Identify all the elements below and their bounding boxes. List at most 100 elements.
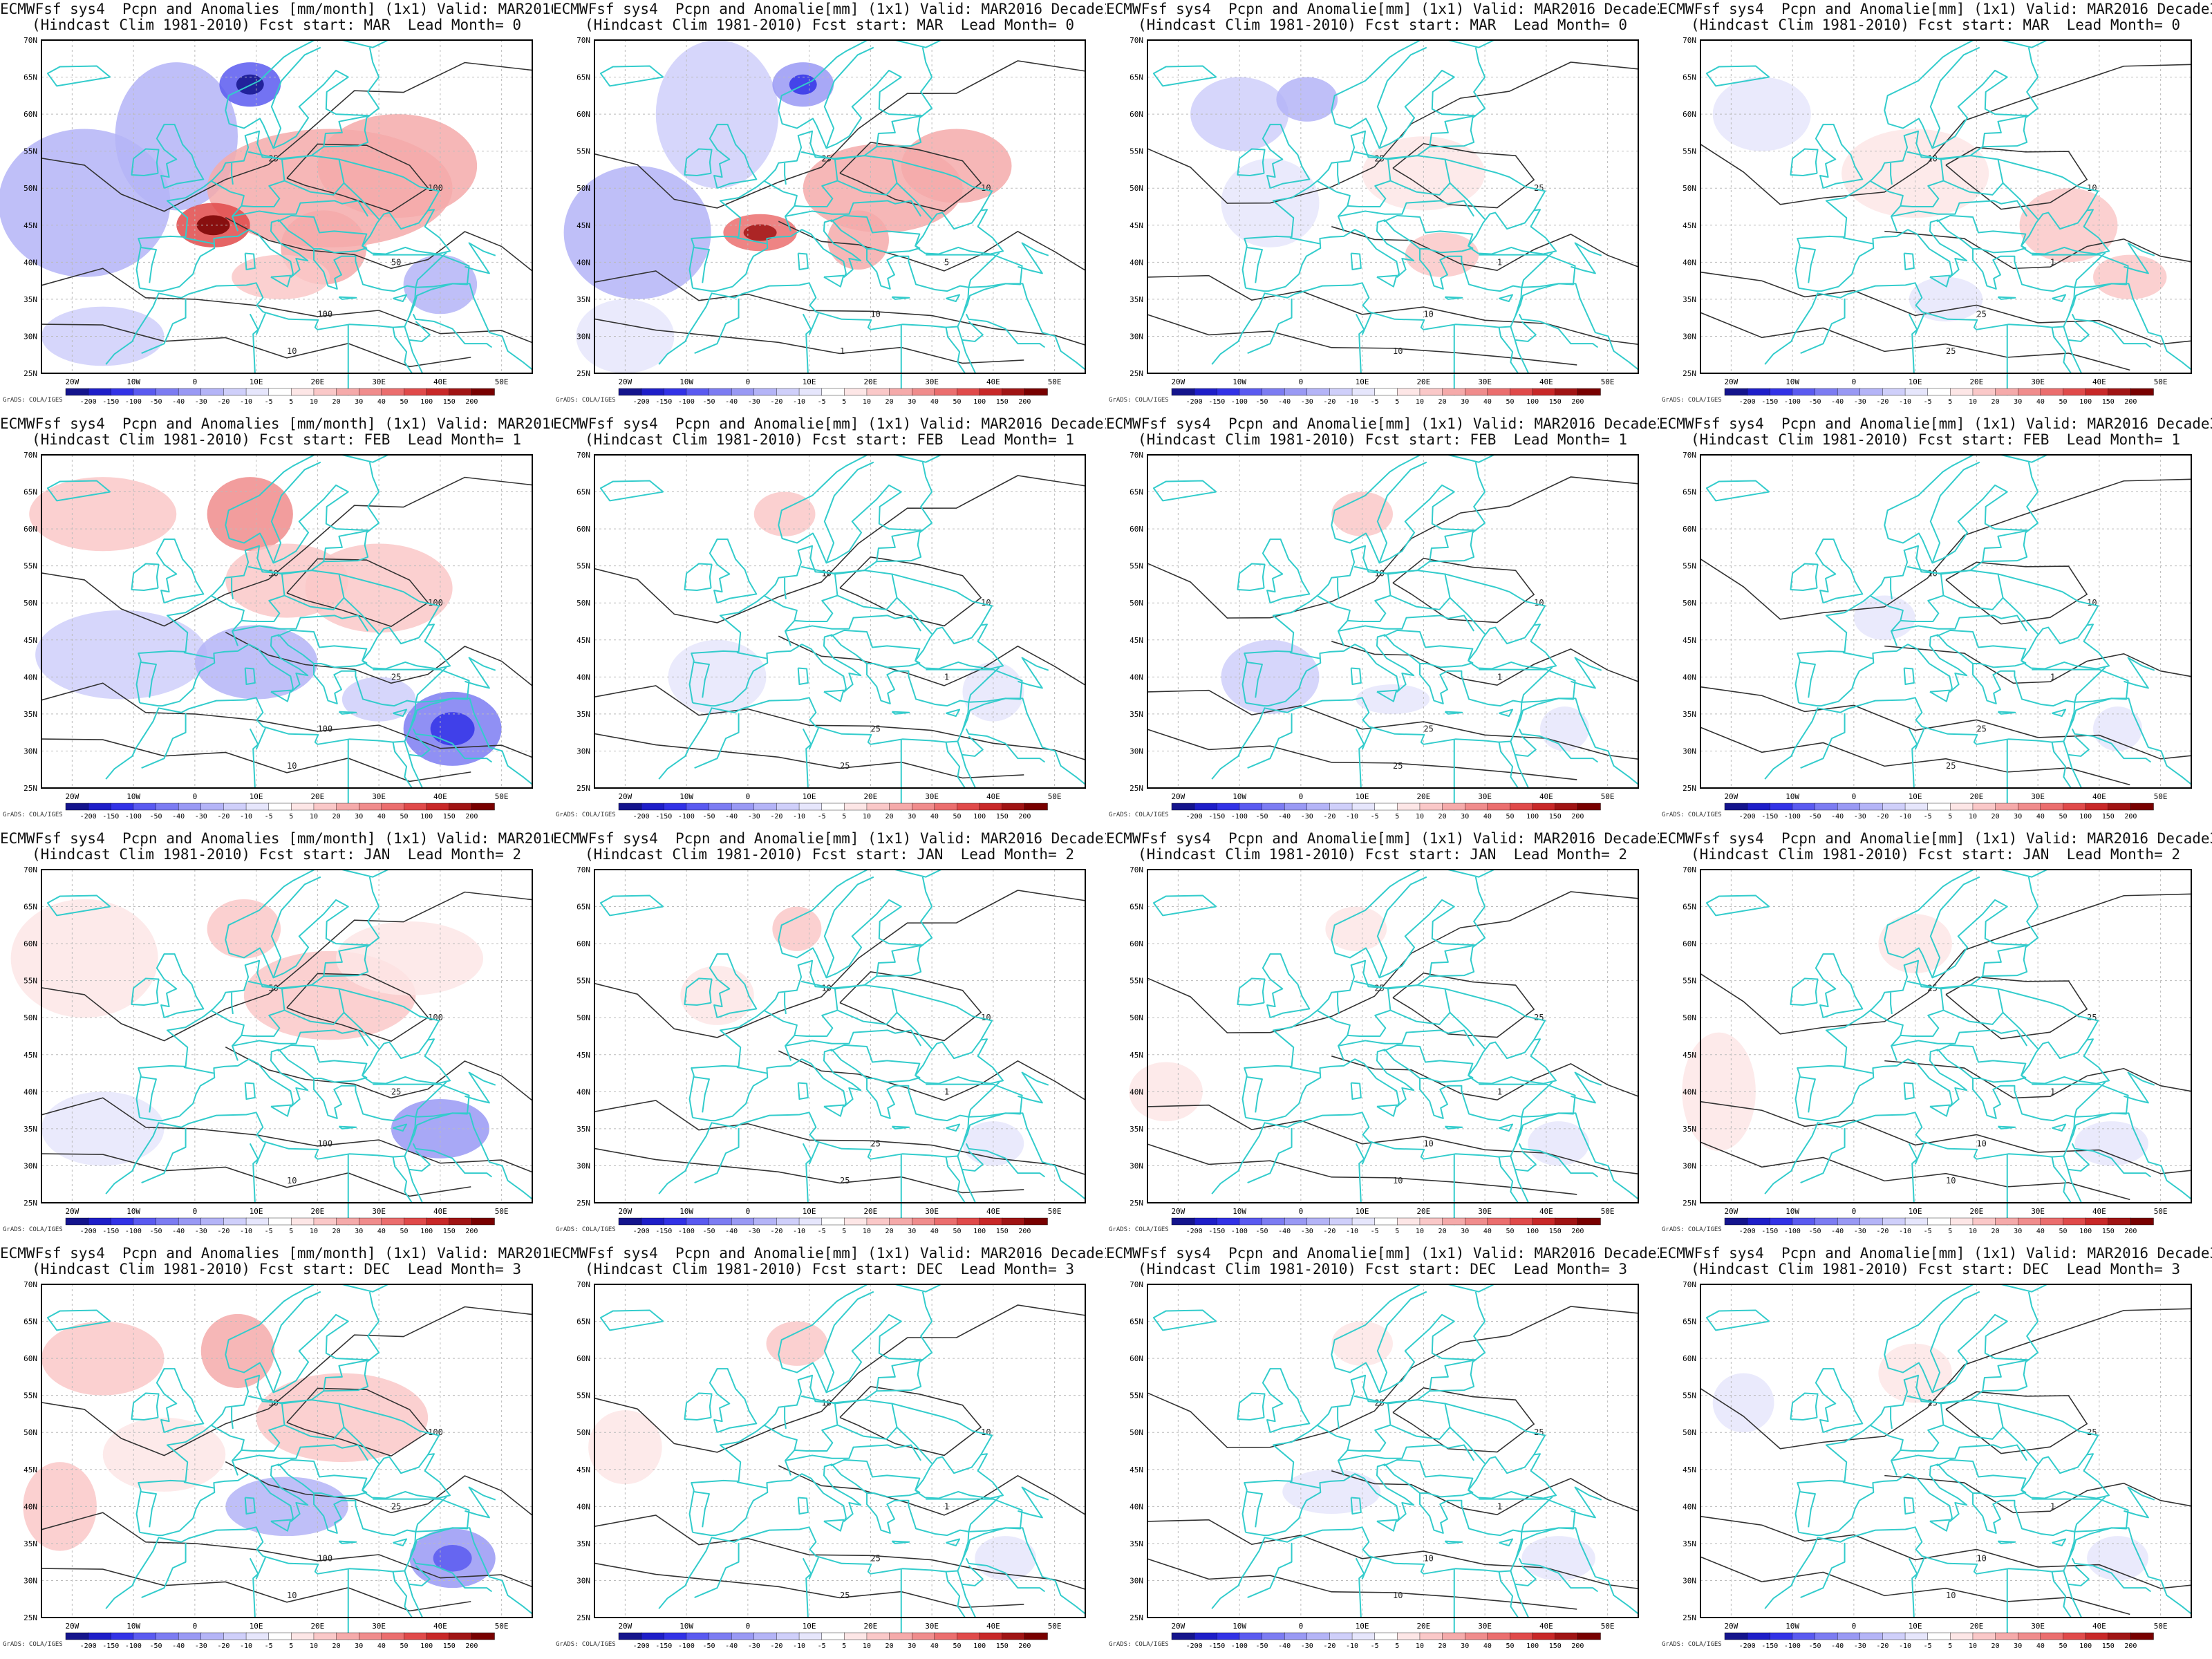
lon-tick-label: 40E	[1539, 792, 1553, 801]
colorbar-swatch	[449, 803, 473, 811]
colorbar-swatch	[1747, 803, 1770, 811]
coastline-path	[1237, 148, 1266, 177]
colorbar-label: -10	[793, 1642, 805, 1650]
colorbar-swatch	[753, 803, 778, 811]
colorbar-swatch	[1724, 803, 1748, 811]
lon-tick-label: 10W	[126, 1207, 140, 1216]
colorbar-swatch	[686, 1217, 710, 1226]
contour-line	[286, 143, 429, 213]
coastline-path	[830, 1459, 921, 1498]
coastline-path	[2002, 597, 2038, 635]
colorbar-swatch	[111, 803, 134, 811]
coastline-path	[684, 977, 713, 1006]
map-svg: 10251102525N30N35N40N45N50N55N60N65N70N2…	[1683, 1280, 2192, 1650]
lon-tick-label: 20E	[1416, 1207, 1430, 1216]
coastline-path	[1929, 876, 1980, 978]
anomaly-region	[1540, 706, 1589, 751]
colorbar-swatch	[1351, 1632, 1376, 1640]
colorbar-label: 20	[1438, 1228, 1447, 1235]
coastline-path	[393, 709, 408, 718]
colorbar-label: 100	[1526, 813, 1539, 821]
colorbar-label: -50	[702, 398, 715, 406]
coastline-path	[241, 151, 285, 207]
lon-tick-label: 50E	[495, 792, 509, 801]
lon-tick-label: 30E	[2031, 1622, 2045, 1631]
colorbar-label: 5	[1395, 398, 1399, 406]
anomaly-region	[1731, 647, 1793, 707]
coastlines	[1705, 454, 2192, 811]
colorbar-label: -20	[770, 1228, 782, 1235]
panel-title-line2: (Hindcast Clim 1981-2010) Fcst start: FE…	[1137, 431, 1627, 448]
colorbar-label: -10	[1899, 813, 1911, 821]
lon-tick-label: 10W	[1785, 1207, 1799, 1216]
lat-tick-label: 55N	[1683, 562, 1696, 571]
colorbar-swatch	[1859, 1632, 1884, 1640]
colorbar-swatch	[1374, 388, 1398, 396]
colorbar-swatch	[664, 1217, 687, 1226]
coastline-path	[1376, 46, 1427, 149]
panel-title: ECMWFsf sys4 Pcpn and Anomalies [mm/mont…	[0, 831, 553, 863]
coastline-path	[877, 1291, 933, 1392]
contour-line	[1700, 893, 2192, 1035]
forecast-panel: 25 10 1 25 10 25N 30N 35N 40N 45N 50N 55N 60N 65N 70N 2…	[553, 415, 1106, 830]
colorbar-label: -5	[1924, 813, 1932, 821]
colorbar-label: -30	[1854, 1642, 1866, 1650]
coastline-path	[415, 666, 447, 702]
lon-tick-label: 20E	[1416, 1622, 1430, 1631]
coastline-path	[135, 869, 371, 1118]
coastline-path	[1705, 65, 1770, 87]
lon-tick-label: 20W	[1171, 377, 1185, 386]
panel-title: ECMWFsf sys4 Pcpn and Anomalie[mm] (1x1)…	[553, 831, 1106, 863]
colorbar-swatch	[1950, 388, 1974, 396]
coastline-path	[1929, 1104, 1951, 1117]
colorbar-label: -20	[217, 1642, 229, 1650]
colorbar-swatch	[88, 1632, 111, 1640]
panel-title-line1: ECMWFsf sys4 Pcpn and Anomalies [mm/mont…	[0, 415, 553, 432]
lon-tick-label: 20W	[618, 377, 632, 386]
coastline-path	[763, 180, 798, 232]
colorbar-swatch	[934, 1632, 958, 1640]
colorbar-swatch	[1972, 1217, 1996, 1226]
coastline-path	[1246, 1490, 1263, 1528]
colorbar-label: 200	[2124, 813, 2137, 821]
colorbar-label: -40	[1278, 1642, 1291, 1650]
coastline-path	[694, 298, 740, 355]
colorbar-swatch	[291, 1217, 315, 1226]
colorbar-swatch	[1329, 803, 1353, 811]
coastline-path	[1903, 252, 1915, 271]
contour-line	[1884, 645, 2192, 684]
colorbar-swatch	[1724, 1217, 1748, 1226]
coastline-path	[877, 462, 933, 563]
colorbar-label: 50	[400, 398, 408, 406]
anomaly-region	[1712, 1373, 1774, 1433]
coastline-path	[241, 1395, 285, 1452]
colorbar-swatch	[844, 388, 868, 396]
map-svg: 25101251025N30N35N40N45N50N55N60N65N70N2…	[1683, 36, 2192, 406]
lon-tick-label: 20W	[1171, 1207, 1185, 1216]
colorbar-swatch	[336, 803, 359, 811]
coastline-path	[156, 1368, 205, 1434]
coastline-path	[1794, 39, 2030, 288]
anomaly-region	[115, 62, 238, 211]
colorbar-label: 20	[885, 1642, 894, 1650]
coastline-path	[415, 252, 447, 288]
colorbar-swatch	[381, 803, 405, 811]
coastline-path	[1983, 877, 2039, 977]
coastline-path	[1376, 689, 1398, 702]
coastline-path	[1900, 980, 1944, 1037]
coastline-path	[1387, 984, 1451, 1025]
coastline-path	[1940, 1399, 2004, 1440]
colorbar-swatch	[1927, 1217, 1951, 1226]
colorbar-swatch	[731, 1217, 755, 1226]
colorbar-label: -10	[240, 398, 252, 406]
colorbar-label: 20	[1438, 813, 1447, 821]
colorbar-swatch	[1837, 803, 1861, 811]
anomaly-region	[336, 921, 483, 996]
lat-tick-label: 30N	[1683, 1576, 1696, 1585]
lat-tick-label: 50N	[577, 1428, 590, 1437]
lat-tick-label: 35N	[577, 1539, 590, 1548]
colorbar-label: 50	[953, 1642, 961, 1650]
lat-tick-label: 65N	[577, 903, 590, 912]
colorbar-swatch	[1577, 1632, 1601, 1640]
